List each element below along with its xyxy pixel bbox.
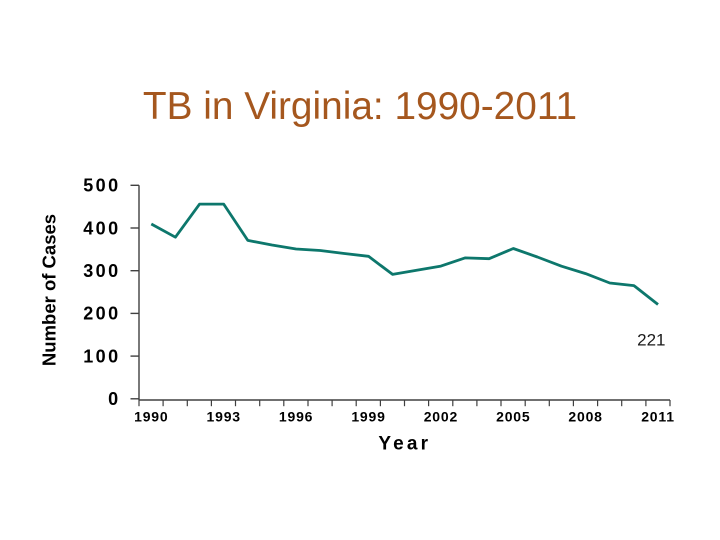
svg-text:2005: 2005 [496, 409, 530, 425]
svg-text:1999: 1999 [351, 409, 385, 425]
svg-text:400: 400 [83, 218, 120, 238]
svg-text:221: 221 [637, 331, 665, 350]
svg-text:2008: 2008 [568, 409, 602, 425]
svg-text:500: 500 [83, 176, 120, 196]
svg-text:1990: 1990 [134, 409, 168, 425]
svg-text:1996: 1996 [279, 409, 313, 425]
svg-text:100: 100 [83, 346, 120, 366]
svg-text:2011: 2011 [641, 409, 675, 425]
svg-text:1993: 1993 [207, 409, 241, 425]
svg-text:Number of Cases: Number of Cases [39, 214, 60, 366]
svg-text:Year: Year [378, 433, 431, 454]
svg-text:300: 300 [83, 261, 120, 281]
svg-text:200: 200 [83, 304, 120, 324]
svg-text:0: 0 [108, 389, 120, 409]
svg-text:2002: 2002 [424, 409, 458, 425]
